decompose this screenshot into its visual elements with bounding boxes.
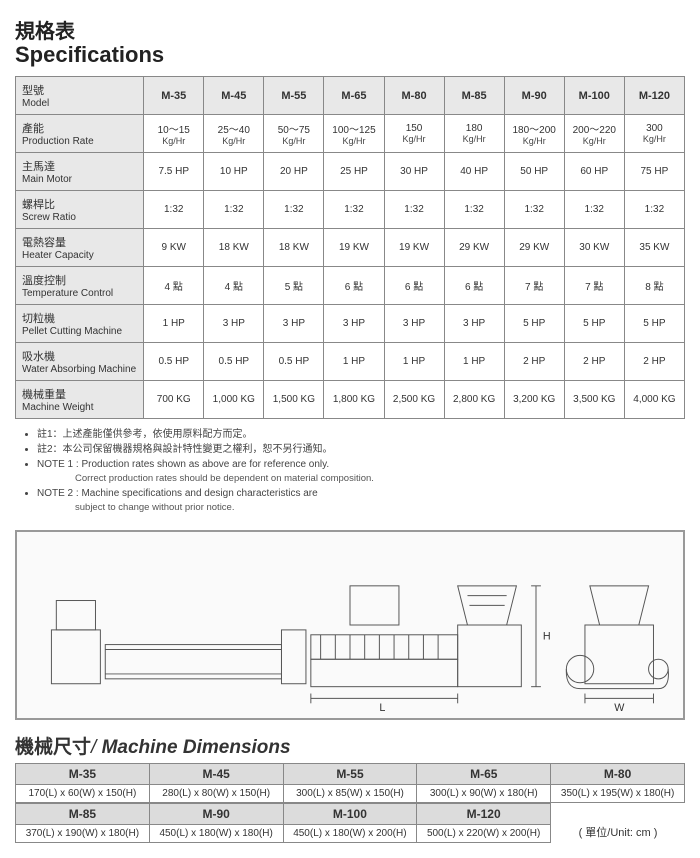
dimensions-section: 機械尺寸/ Machine Dimensions M-35M-45M-55M-6… [15, 732, 685, 843]
dim-unit: ( 單位/Unit: cm ) [551, 824, 685, 843]
row-water: 吸水機Water Absorbing Machine 0.5 HP0.5 HP0… [16, 343, 685, 381]
row-heater: 電熱容量Heater Capacity 9 KW18 KW18 KW19 KW1… [16, 229, 685, 267]
spec-title-en: Specifications [15, 42, 685, 68]
dim-label-W: W [614, 702, 625, 714]
note-item: 註2：本公司保留機器規格與設計特性變更之權利，恕不另行通知。 [37, 442, 685, 457]
notes-list: 註1：上述產能僅供參考，依使用原料配方而定。 註2：本公司保留機器規格與設計特性… [15, 427, 685, 516]
row-head-model: 型號Model [16, 77, 144, 115]
spec-header-row: 型號Model M-35 M-45 M-55 M-65 M-80 M-85 M-… [16, 77, 685, 115]
row-weight: 機械重量Machine Weight 700 KG1,000 KG1,500 K… [16, 381, 685, 419]
dim-label-H: H [543, 630, 551, 642]
col-head: M-80 [384, 77, 444, 115]
col-head: M-85 [444, 77, 504, 115]
col-head: M-35 [144, 77, 204, 115]
row-pellet: 切粒機Pellet Cutting Machine 1 HP3 HP3 HP3 … [16, 305, 685, 343]
row-motor: 主馬達Main Motor 7.5 HP10 HP20 HP25 HP30 HP… [16, 153, 685, 191]
note-item: NOTE 2 : Machine specifications and desi… [37, 486, 685, 515]
machine-diagram: L H W [15, 530, 685, 720]
spec-title: 規格表 Specifications [15, 15, 685, 68]
dim-table-2: M-85M-90M-100M-120 370(L) x 190(W) x 180… [15, 803, 551, 843]
col-head: M-100 [564, 77, 624, 115]
spec-title-zh: 規格表 [15, 15, 685, 44]
note-item: 註1：上述產能僅供參考，依使用原料配方而定。 [37, 427, 685, 442]
note-item: NOTE 1 : Production rates shown as above… [37, 457, 685, 486]
col-head: M-45 [204, 77, 264, 115]
row-production: 產能Production Rate 10～15Kg/Hr 25～40Kg/Hr … [16, 115, 685, 153]
col-head: M-90 [504, 77, 564, 115]
dim-title: 機械尺寸/ Machine Dimensions [15, 732, 685, 759]
dim-label-L: L [379, 702, 385, 714]
dim-table-1: M-35M-45M-55M-65M-80 170(L) x 60(W) x 15… [15, 763, 685, 803]
row-ratio: 螺桿比Screw Ratio 1:321:321:321:321:321:321… [16, 191, 685, 229]
col-head: M-120 [624, 77, 684, 115]
row-temp: 溫度控制Temperature Control 4 點4 點5 點6 點6 點6… [16, 267, 685, 305]
col-head: M-65 [324, 77, 384, 115]
col-head: M-55 [264, 77, 324, 115]
spec-table: 型號Model M-35 M-45 M-55 M-65 M-80 M-85 M-… [15, 76, 685, 419]
